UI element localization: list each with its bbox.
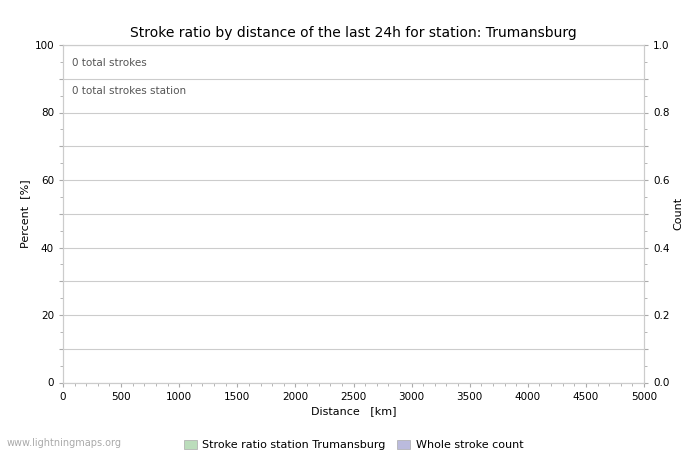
Text: 0 total strokes: 0 total strokes (71, 58, 146, 68)
Legend: Stroke ratio station Trumansburg, Whole stroke count: Stroke ratio station Trumansburg, Whole … (179, 435, 528, 450)
Text: 0 total strokes station: 0 total strokes station (71, 86, 186, 95)
Y-axis label: Percent  [%]: Percent [%] (20, 180, 30, 248)
Title: Stroke ratio by distance of the last 24h for station: Trumansburg: Stroke ratio by distance of the last 24h… (130, 26, 577, 40)
Text: www.lightningmaps.org: www.lightningmaps.org (7, 438, 122, 448)
Y-axis label: Count: Count (673, 197, 684, 230)
X-axis label: Distance   [km]: Distance [km] (311, 406, 396, 416)
